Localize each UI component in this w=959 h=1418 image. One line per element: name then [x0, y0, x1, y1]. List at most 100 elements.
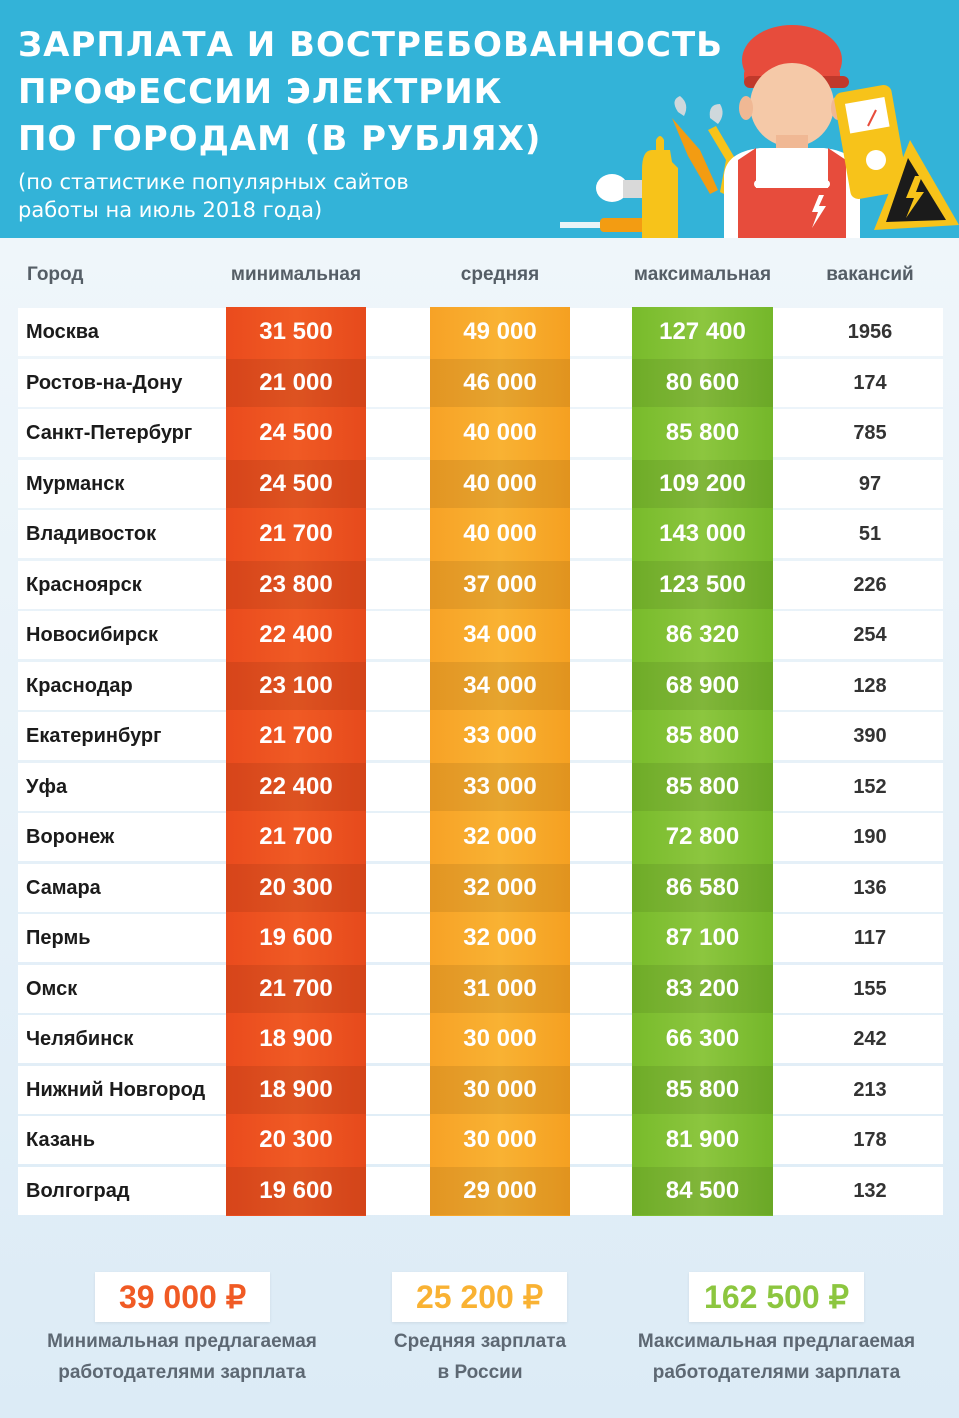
max-salary-value: 109 200	[632, 459, 773, 508]
light-bulb-icon	[596, 174, 652, 202]
max-salary-value: 85 800	[632, 1065, 773, 1114]
city-name: Омск	[26, 977, 78, 1000]
worker-avatar	[724, 25, 860, 238]
vacancies-count: 117	[853, 927, 887, 949]
city-name: Казань	[26, 1129, 95, 1151]
city-name: Санкт-Петербург	[26, 422, 193, 444]
city-name: Новосибирск	[26, 624, 159, 646]
title-line: ПО ГОРОДАМ (В РУБЛЯХ)	[18, 119, 542, 159]
max-salary-value: 72 800	[665, 823, 740, 850]
avg-salary-value: 34 000	[463, 621, 537, 648]
vacancies-count: 97	[858, 472, 882, 495]
avg-salary-value: 34 000	[430, 661, 570, 710]
warning-sign-icon	[874, 140, 959, 230]
min-salary-value: 21 000	[226, 358, 366, 407]
max-salary-value: 84 500	[632, 1166, 773, 1215]
city-name: Воронеж	[26, 826, 115, 848]
city-name: Нижний Новгород	[26, 1078, 206, 1101]
vacancies-count: 51	[858, 523, 882, 545]
vacancies-count: 254	[853, 624, 887, 646]
page-subtitle: (по статистике популярных сайтов работы …	[18, 168, 409, 224]
max-salary-value: 80 600	[632, 358, 773, 407]
min-salary-value: 31 500	[259, 318, 333, 345]
min-salary-value: 23 100	[226, 661, 366, 710]
title-line: ПРОФЕССИИ ЭЛЕКТРИК	[18, 72, 503, 112]
summary-avg-value: 25 200 ₽	[392, 1272, 567, 1322]
min-salary-value: 23 800	[226, 560, 366, 609]
column-header-min: минимальная	[230, 264, 362, 285]
min-salary-value: 22 400	[226, 762, 366, 811]
min-salary-value: 21 700	[226, 964, 366, 1013]
avg-salary-value: 31 000	[430, 964, 570, 1013]
vacancies-count: 190	[853, 826, 887, 848]
column-header-vacancies: вакансий	[826, 264, 914, 285]
avg-salary-value: 40 000	[463, 419, 537, 446]
summary-max-label: Максимальная предлагаемая работодателями…	[624, 1326, 929, 1388]
max-salary-value: 85 800	[665, 419, 740, 446]
avg-salary-column: 49 000 46 000 40 000 40 000 40 000 37 000 34 0…	[430, 307, 570, 1216]
min-salary-column: 31 500 21 000 24 500 24 500 21 700 23 800 22 4…	[226, 307, 366, 1216]
vacancies-count: 178	[853, 1129, 887, 1151]
max-salary-value: 81 900	[665, 1126, 740, 1153]
avg-salary-value: 32 000	[463, 924, 537, 951]
max-salary-value: 143 000	[659, 520, 746, 547]
vacancies-count: 242	[853, 1028, 887, 1050]
min-salary-value: 18 900	[226, 1065, 366, 1114]
electrician-illustration	[560, 25, 959, 238]
city-name: Самара	[26, 876, 101, 899]
city-name: Уфа	[26, 775, 68, 798]
min-salary-value: 21 700	[259, 722, 333, 749]
vacancies-count: 213	[853, 1078, 887, 1101]
vacancies-count: 226	[853, 573, 887, 596]
max-salary-column: 127 400 80 600 85 800 109 200 143 000 123 500…	[632, 307, 773, 1216]
city-name: Москва	[26, 321, 99, 343]
summary-label-line: Средняя зарплата	[393, 1331, 567, 1352]
avg-salary-value: 37 000	[430, 560, 570, 609]
city-name: Красноярск	[26, 573, 142, 596]
title-line: ЗАРПЛАТА И ВОСТРЕБОВАННОСТЬ	[18, 25, 724, 65]
max-salary-value: 83 200	[632, 964, 773, 1013]
avg-salary-value: 30 000	[463, 1126, 537, 1153]
summary-label-line: работодателями зарплата	[652, 1362, 901, 1383]
column-header-city: Город	[27, 264, 84, 285]
summary-min-label: Минимальная предлагаемая работодателями …	[32, 1326, 332, 1388]
city-name: Екатеринбург	[26, 725, 162, 747]
avg-salary-value: 29 000	[430, 1166, 570, 1215]
avg-salary-value: 40 000	[463, 520, 537, 547]
column-header-avg: средняя	[460, 264, 540, 285]
summary-label-line: Минимальная предлагаемая	[47, 1331, 317, 1352]
min-salary-value: 20 300	[226, 863, 366, 912]
avg-salary-value: 33 000	[463, 722, 537, 749]
max-salary-value: 85 800	[632, 762, 773, 811]
subtitle-line: (по статистике популярных сайтов	[18, 170, 409, 194]
vacancies-count: 1956	[847, 321, 893, 343]
min-salary-value: 22 400	[259, 621, 333, 648]
max-salary-value: 86 580	[632, 863, 773, 912]
page-title: ЗАРПЛАТА И ВОСТРЕБОВАННОСТЬ ПРОФЕССИИ ЭЛ…	[18, 22, 723, 163]
max-salary-value: 68 900	[632, 661, 773, 710]
avg-salary-value: 40 000	[430, 459, 570, 508]
avg-salary-value: 32 000	[430, 863, 570, 912]
vacancies-count: 128	[853, 674, 887, 697]
glove-icon	[642, 136, 678, 238]
column-header-max: максимальная	[633, 264, 772, 285]
header-banner: ЗАРПЛАТА И ВОСТРЕБОВАННОСТЬ ПРОФЕССИИ ЭЛ…	[0, 0, 959, 238]
city-name: Мурманск	[26, 472, 125, 495]
max-salary-value: 123 500	[632, 560, 773, 609]
max-salary-value: 86 320	[665, 621, 740, 648]
min-salary-value: 24 500	[259, 419, 333, 446]
summary-label-line: в России	[437, 1362, 523, 1383]
max-salary-value: 66 300	[665, 1025, 740, 1052]
vacancies-count: 174	[853, 371, 887, 394]
vacancies-count: 132	[853, 1179, 887, 1202]
min-salary-value: 21 700	[259, 823, 333, 850]
city-name: Краснодар	[26, 674, 133, 697]
max-salary-value: 87 100	[665, 924, 740, 951]
summary-label-line: Максимальная предлагаемая	[637, 1331, 916, 1352]
city-name: Владивосток	[26, 523, 157, 545]
city-name: Челябинск	[26, 1028, 134, 1050]
max-salary-value: 127 400	[659, 318, 746, 345]
avg-salary-value: 46 000	[430, 358, 570, 407]
min-salary-value: 20 300	[259, 1126, 333, 1153]
vacancies-count: 785	[853, 422, 887, 444]
